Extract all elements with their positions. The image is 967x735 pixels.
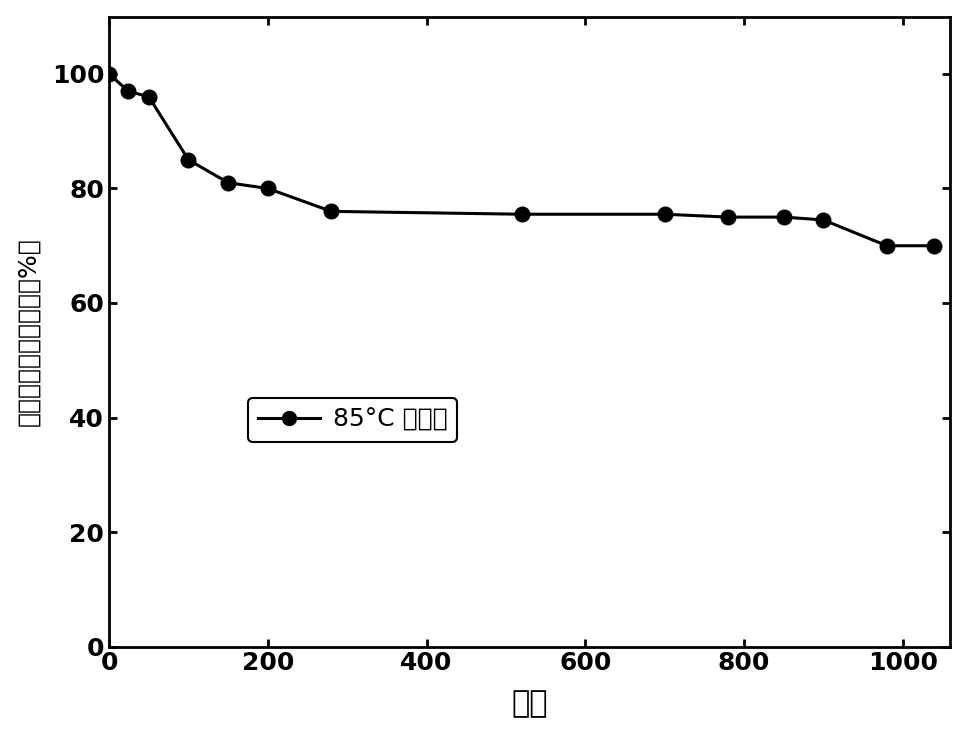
X-axis label: 时间: 时间 — [512, 689, 548, 718]
Y-axis label: 归一化的光电转换率（%）: 归一化的光电转换率（%） — [16, 237, 41, 426]
Legend: 85°C 条件下: 85°C 条件下 — [248, 398, 457, 442]
